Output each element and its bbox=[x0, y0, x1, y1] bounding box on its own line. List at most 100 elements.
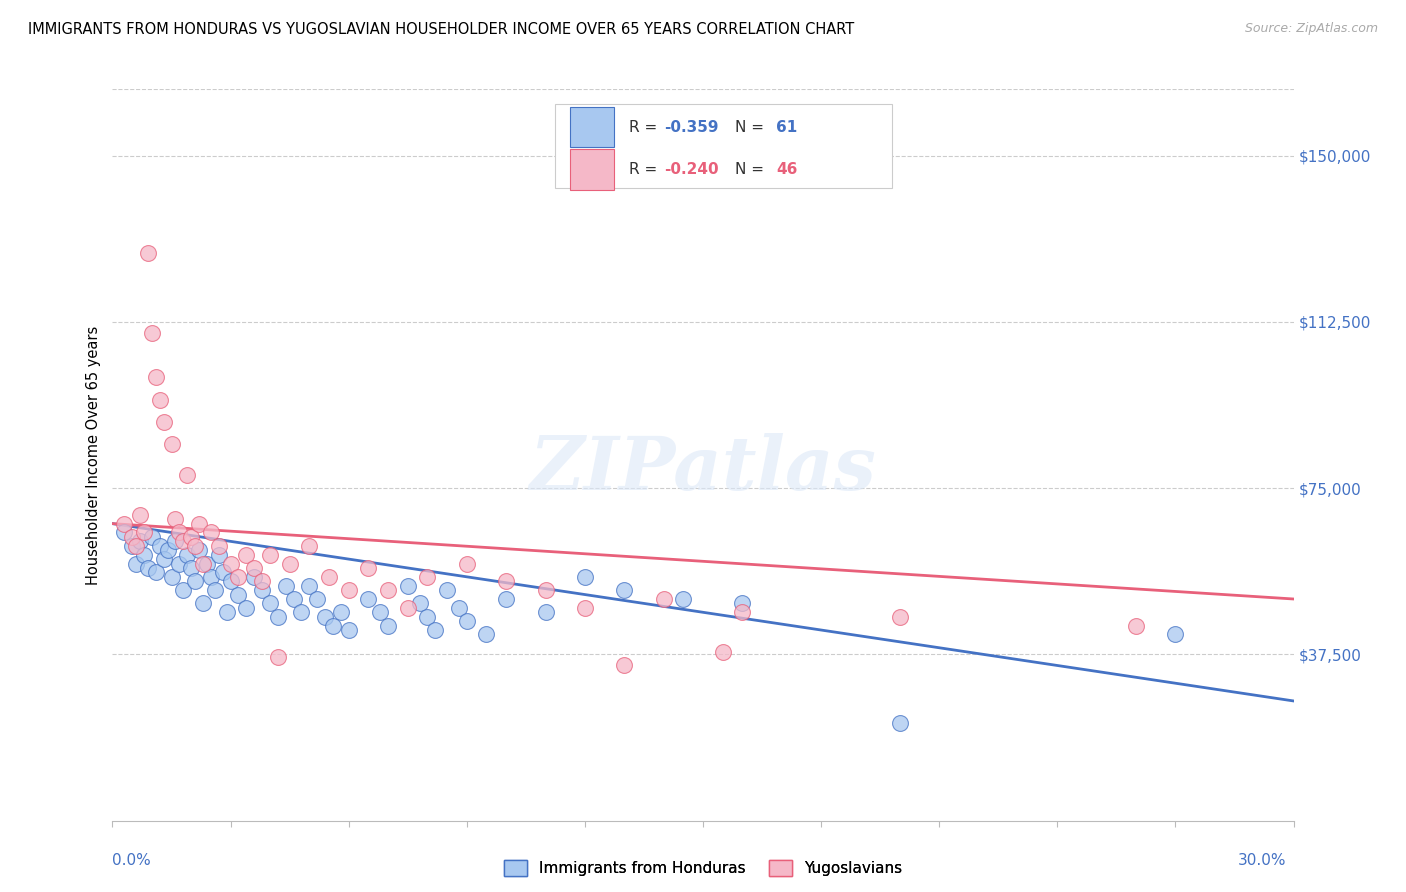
Point bbox=[121, 530, 143, 544]
Text: N =: N = bbox=[735, 120, 769, 135]
Text: N =: N = bbox=[735, 162, 769, 177]
Bar bbox=[555, 103, 891, 188]
Point bbox=[711, 645, 734, 659]
Point bbox=[145, 370, 167, 384]
Point bbox=[191, 596, 214, 610]
Point bbox=[267, 609, 290, 624]
Text: 30.0%: 30.0% bbox=[1239, 854, 1286, 868]
Text: 61: 61 bbox=[776, 120, 797, 135]
Text: -0.240: -0.240 bbox=[664, 162, 718, 177]
Point bbox=[731, 605, 754, 619]
Point bbox=[368, 605, 391, 619]
Point bbox=[267, 649, 290, 664]
Point bbox=[357, 561, 380, 575]
Point bbox=[357, 592, 380, 607]
Point bbox=[337, 623, 360, 637]
Point bbox=[129, 534, 152, 549]
Y-axis label: Householder Income Over 65 years: Householder Income Over 65 years bbox=[86, 326, 101, 584]
Point bbox=[172, 583, 194, 598]
Point bbox=[180, 530, 202, 544]
Point bbox=[290, 605, 312, 619]
Point bbox=[235, 548, 257, 562]
Point bbox=[169, 525, 191, 540]
Point bbox=[132, 548, 155, 562]
Point bbox=[200, 570, 222, 584]
Point bbox=[731, 596, 754, 610]
Point bbox=[184, 539, 207, 553]
Point bbox=[416, 609, 439, 624]
Point bbox=[672, 592, 695, 607]
Text: -0.359: -0.359 bbox=[664, 120, 718, 135]
Point bbox=[136, 561, 159, 575]
Point bbox=[165, 534, 187, 549]
Point bbox=[195, 557, 218, 571]
Text: IMMIGRANTS FROM HONDURAS VS YUGOSLAVIAN HOUSEHOLDER INCOME OVER 65 YEARS CORRELA: IMMIGRANTS FROM HONDURAS VS YUGOSLAVIAN … bbox=[28, 22, 855, 37]
Point bbox=[1125, 618, 1147, 632]
Point bbox=[396, 600, 419, 615]
Point bbox=[613, 658, 636, 673]
Point bbox=[228, 570, 250, 584]
Point bbox=[250, 574, 273, 589]
Point bbox=[112, 525, 135, 540]
Bar bbox=[569, 107, 614, 147]
Point bbox=[121, 539, 143, 553]
Point bbox=[160, 570, 183, 584]
Point bbox=[188, 543, 211, 558]
Point bbox=[129, 508, 152, 522]
Point bbox=[176, 548, 198, 562]
Point bbox=[447, 600, 470, 615]
Point bbox=[1164, 627, 1187, 641]
Point bbox=[149, 392, 172, 407]
Point bbox=[436, 583, 458, 598]
Point bbox=[456, 614, 478, 628]
Point bbox=[176, 467, 198, 482]
Point bbox=[125, 539, 148, 553]
Point bbox=[475, 627, 498, 641]
Point bbox=[250, 583, 273, 598]
Point bbox=[160, 437, 183, 451]
Point bbox=[337, 583, 360, 598]
Point bbox=[318, 570, 340, 584]
Point bbox=[416, 570, 439, 584]
Point bbox=[322, 618, 344, 632]
Point bbox=[215, 605, 238, 619]
Point bbox=[136, 246, 159, 260]
Point bbox=[298, 579, 321, 593]
Point bbox=[112, 516, 135, 531]
Point bbox=[259, 596, 281, 610]
Point bbox=[156, 543, 179, 558]
Point bbox=[208, 539, 231, 553]
Point bbox=[141, 530, 163, 544]
Point bbox=[208, 548, 231, 562]
Point bbox=[425, 623, 447, 637]
Point bbox=[180, 561, 202, 575]
Point bbox=[307, 592, 329, 607]
Point bbox=[219, 557, 242, 571]
Point bbox=[145, 566, 167, 580]
Bar bbox=[569, 149, 614, 190]
Point bbox=[574, 570, 596, 584]
Point bbox=[204, 583, 226, 598]
Point bbox=[495, 574, 517, 589]
Point bbox=[259, 548, 281, 562]
Point bbox=[188, 516, 211, 531]
Point bbox=[243, 570, 266, 584]
Point bbox=[652, 592, 675, 607]
Point bbox=[172, 534, 194, 549]
Point bbox=[534, 605, 557, 619]
Text: 46: 46 bbox=[776, 162, 797, 177]
Point bbox=[298, 539, 321, 553]
Point bbox=[274, 579, 297, 593]
Point bbox=[314, 609, 336, 624]
Point bbox=[184, 574, 207, 589]
Point bbox=[574, 600, 596, 615]
Point bbox=[456, 557, 478, 571]
Point bbox=[396, 579, 419, 593]
Point bbox=[495, 592, 517, 607]
Text: ZIPatlas: ZIPatlas bbox=[530, 434, 876, 506]
Point bbox=[191, 557, 214, 571]
Point bbox=[534, 583, 557, 598]
Legend: Immigrants from Honduras, Yugoslavians: Immigrants from Honduras, Yugoslavians bbox=[498, 855, 908, 882]
Point bbox=[141, 326, 163, 340]
Point bbox=[235, 600, 257, 615]
